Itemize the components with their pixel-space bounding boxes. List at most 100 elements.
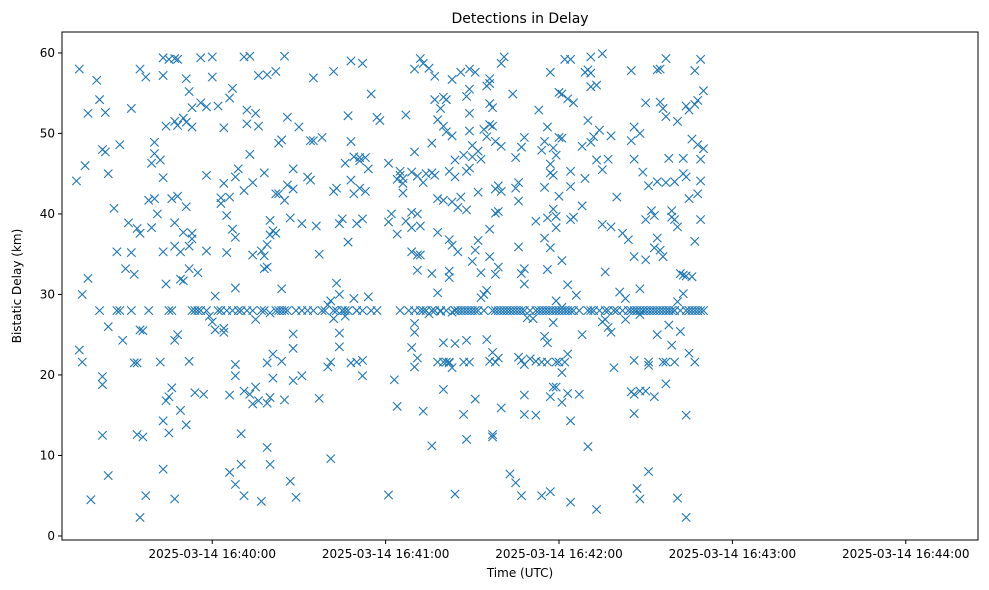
data-point-391 — [461, 434, 472, 444]
data-point-8 — [86, 495, 96, 505]
data-point-306 — [407, 247, 417, 257]
data-point-550 — [568, 98, 579, 108]
data-point-672 — [672, 297, 683, 307]
data-point-533 — [557, 367, 567, 378]
data-point-189 — [271, 66, 281, 77]
data-point-98 — [187, 234, 197, 244]
data-point-17 — [100, 147, 110, 157]
data-point-182 — [265, 230, 275, 240]
data-point-578 — [597, 165, 607, 175]
data-point-444 — [493, 353, 503, 363]
y-tick-label-2: 20 — [40, 368, 55, 382]
data-point-421 — [485, 74, 495, 84]
data-point-151 — [239, 491, 249, 501]
data-point-248 — [334, 342, 344, 352]
data-point-68 — [167, 194, 177, 204]
data-point-567 — [586, 82, 596, 92]
data-point-602 — [626, 136, 636, 146]
data-point-575 — [594, 125, 605, 135]
data-point-88 — [181, 117, 191, 127]
data-point-297 — [398, 173, 408, 184]
plot-frame — [61, 31, 979, 541]
data-point-363 — [444, 357, 454, 367]
data-point-539 — [563, 280, 573, 290]
data-point-257 — [343, 305, 353, 316]
data-point-93 — [184, 264, 194, 274]
data-point-469 — [516, 355, 527, 366]
data-point-613 — [632, 483, 642, 494]
data-point-243 — [331, 278, 342, 288]
data-point-277 — [360, 153, 370, 163]
data-point-664 — [667, 340, 677, 350]
data-point-51 — [149, 194, 160, 204]
data-point-305 — [407, 223, 417, 233]
data-point-163 — [251, 382, 261, 392]
data-point-54 — [155, 155, 165, 165]
data-point-72 — [170, 116, 180, 126]
data-point-107 — [199, 389, 209, 399]
data-point-199 — [277, 284, 287, 294]
data-point-213 — [288, 343, 298, 353]
data-point-698 — [690, 357, 700, 367]
data-point-35 — [132, 429, 142, 440]
data-point-572 — [591, 80, 602, 90]
data-point-109 — [201, 170, 212, 180]
data-point-623 — [641, 214, 651, 225]
data-point-627 — [643, 181, 654, 191]
data-point-265 — [352, 219, 362, 229]
data-point-124 — [219, 178, 229, 188]
data-point-557 — [577, 201, 587, 211]
data-point-147 — [236, 459, 246, 469]
data-point-376 — [453, 202, 463, 213]
data-point-258 — [346, 56, 356, 66]
data-point-411 — [476, 154, 486, 164]
data-point-59 — [158, 416, 168, 426]
data-point-144 — [233, 305, 243, 316]
data-point-524 — [554, 132, 564, 143]
data-point-360 — [444, 266, 454, 276]
data-point-232 — [320, 305, 330, 316]
data-point-246 — [334, 289, 344, 300]
data-point-655 — [661, 357, 671, 367]
data-point-362 — [444, 358, 454, 368]
data-point-548 — [565, 416, 576, 426]
data-point-146 — [236, 429, 246, 439]
data-point-324 — [418, 177, 428, 188]
data-point-450 — [499, 52, 509, 62]
data-point-1 — [74, 64, 84, 74]
data-point-255 — [343, 111, 353, 121]
data-point-46 — [144, 305, 154, 316]
data-point-13 — [97, 430, 108, 440]
data-point-33 — [129, 269, 139, 279]
data-point-256 — [343, 237, 353, 247]
y-tick-label-1: 10 — [40, 448, 55, 462]
data-point-652 — [661, 111, 671, 122]
data-point-554 — [574, 305, 584, 316]
data-point-619 — [635, 494, 645, 504]
data-point-406 — [470, 394, 480, 404]
data-point-202 — [279, 305, 290, 316]
data-point-181 — [265, 215, 275, 225]
data-point-69 — [167, 305, 177, 316]
data-point-49 — [149, 137, 160, 147]
data-point-461 — [513, 177, 524, 188]
data-point-226 — [308, 305, 318, 316]
data-point-498 — [542, 213, 553, 223]
data-point-709 — [698, 144, 709, 154]
x-tick-label-4: 2025-03-14 16:44:00 — [842, 547, 969, 561]
data-point-57 — [158, 173, 168, 183]
data-point-510 — [548, 143, 558, 153]
data-point-336 — [430, 71, 440, 81]
data-point-178 — [262, 398, 272, 408]
data-point-361 — [444, 272, 454, 283]
data-point-321 — [415, 250, 425, 260]
data-point-40 — [135, 512, 145, 523]
data-point-656 — [661, 379, 671, 389]
data-point-161 — [248, 250, 258, 260]
data-point-338 — [430, 170, 440, 180]
data-point-296 — [395, 305, 405, 316]
data-point-233 — [323, 362, 333, 372]
data-point-349 — [438, 121, 449, 131]
data-point-204 — [282, 112, 292, 122]
data-point-281 — [366, 89, 376, 99]
